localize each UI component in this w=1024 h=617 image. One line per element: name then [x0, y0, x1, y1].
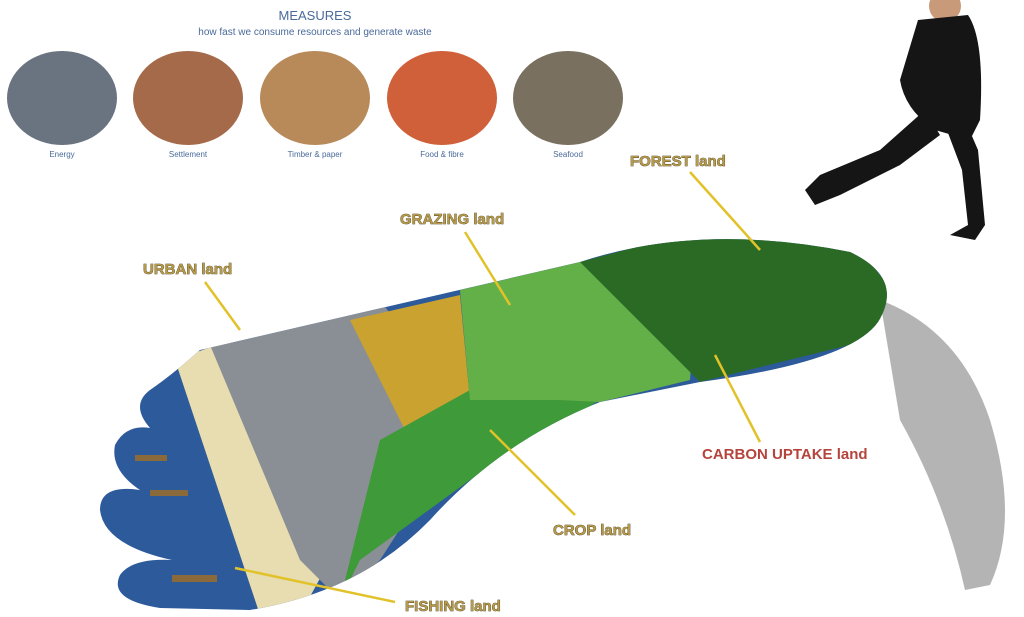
measure-label: Food & fibre [420, 150, 464, 159]
land-label: GRAZING land [400, 211, 504, 228]
land-label: CARBON UPTAKE land [702, 446, 868, 463]
measure-label: Seafood [553, 150, 583, 159]
settlement-photo [133, 51, 243, 145]
walking-man [805, 0, 985, 240]
land-label: URBAN land [143, 261, 232, 278]
land-label: CROP land [553, 522, 631, 539]
measure-label: Energy [49, 150, 74, 159]
leader-lines [203, 171, 762, 604]
land-label: FOREST land [630, 153, 726, 170]
measure-label: Settlement [169, 150, 208, 159]
boats [135, 455, 217, 582]
timber-photo [260, 51, 370, 145]
land-label: FISHING land [405, 598, 501, 615]
food-photo [387, 51, 497, 145]
footprint [100, 239, 887, 610]
measure-label: Timber & paper [288, 150, 343, 159]
energy-photo [7, 51, 117, 145]
shadow [880, 300, 1005, 590]
seafood-photo [513, 51, 623, 145]
title: MEASURES [279, 8, 352, 23]
subtitle: how fast we consume resources and genera… [198, 27, 432, 38]
